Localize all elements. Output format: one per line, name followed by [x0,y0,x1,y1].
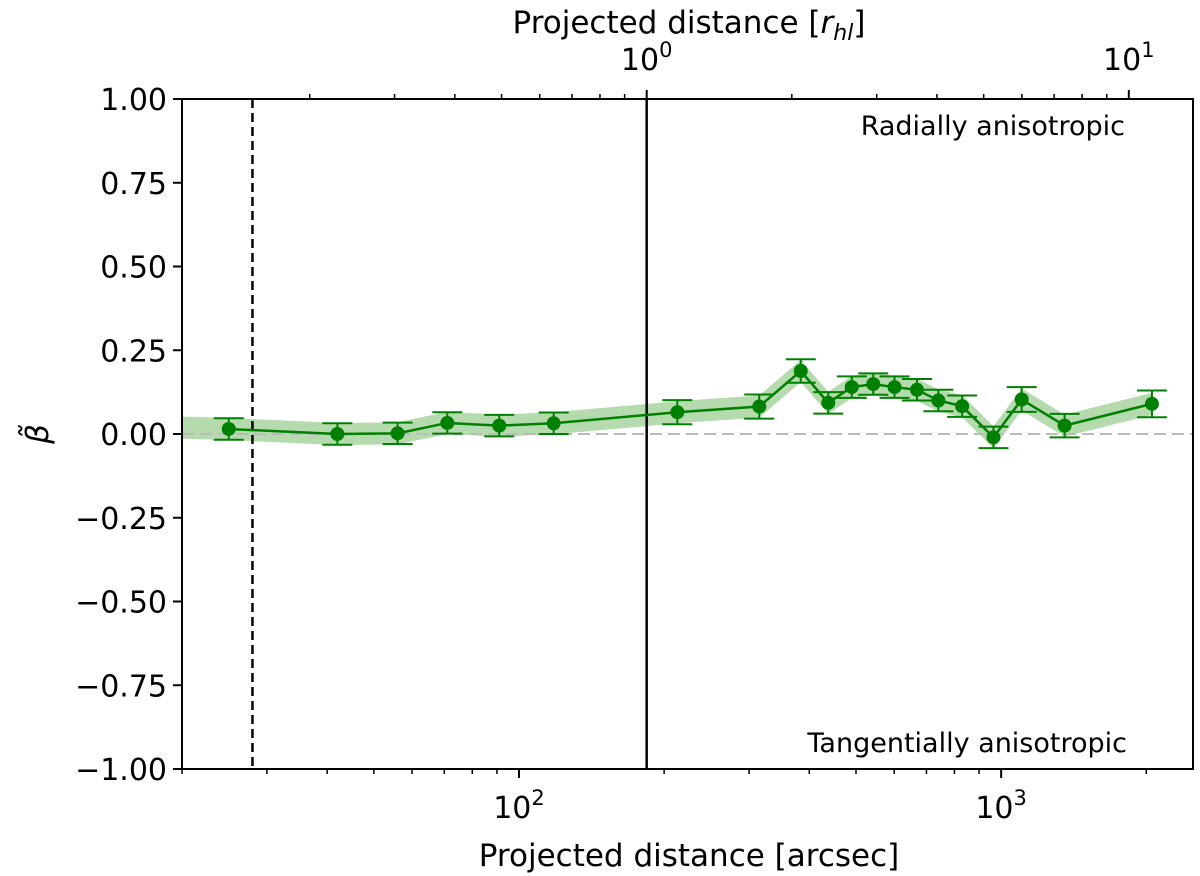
data-point [986,430,1001,445]
top-axis-title: Projected distance [rhl] [513,5,866,46]
series-layer [213,358,1167,450]
data-point [546,416,561,431]
y-tick-label: −0.25 [75,502,167,537]
data-point [440,415,455,430]
data-point [1014,392,1029,407]
axes-layer: 1.00 0.75 0.50 0.25 0.00 −0.25 −0.50 −0.75 −1.00… [75,38,1194,826]
data-point [866,377,881,392]
y-tick-label: −0.50 [75,586,167,621]
y-tick-label: −1.00 [75,753,167,788]
data-point [955,399,970,414]
data-point [330,427,345,441]
data-point [844,380,859,395]
y-tick-label: −0.75 [75,669,167,704]
annotation-tangentially-anisotropic: Tangentially anisotropic [806,728,1127,759]
data-point [909,382,924,397]
data-point [887,380,902,395]
data-point [670,405,685,420]
data-point [752,399,767,414]
y-tick-label: 1.00 [100,83,167,118]
data-point [390,426,405,441]
annotation-radially-anisotropic: Radially anisotropic [861,111,1125,142]
x-axis-title: Projected distance [arcsec] [479,838,899,874]
data-point [1144,396,1159,411]
confidence-band-layer [182,359,1152,449]
data-point [221,421,236,436]
data-point [1057,418,1072,433]
top-tick-label: 101 [1103,38,1155,78]
y-tick-label: 0.25 [100,334,167,369]
data-point [793,364,808,379]
data-point [821,395,836,410]
top-tick-label: 100 [621,38,673,78]
y-tick-label: 0.50 [100,251,167,286]
series-line [228,369,1153,440]
y-tick-label: 0.75 [100,167,167,202]
confidence-band [182,359,1152,449]
y-tick-label: 0.00 [100,418,167,453]
y-axis-title: β̃ [19,424,56,445]
x-tick-label: 103 [975,786,1027,826]
data-point [931,393,946,408]
data-point [492,418,507,433]
x-tick-label: 102 [493,786,545,826]
